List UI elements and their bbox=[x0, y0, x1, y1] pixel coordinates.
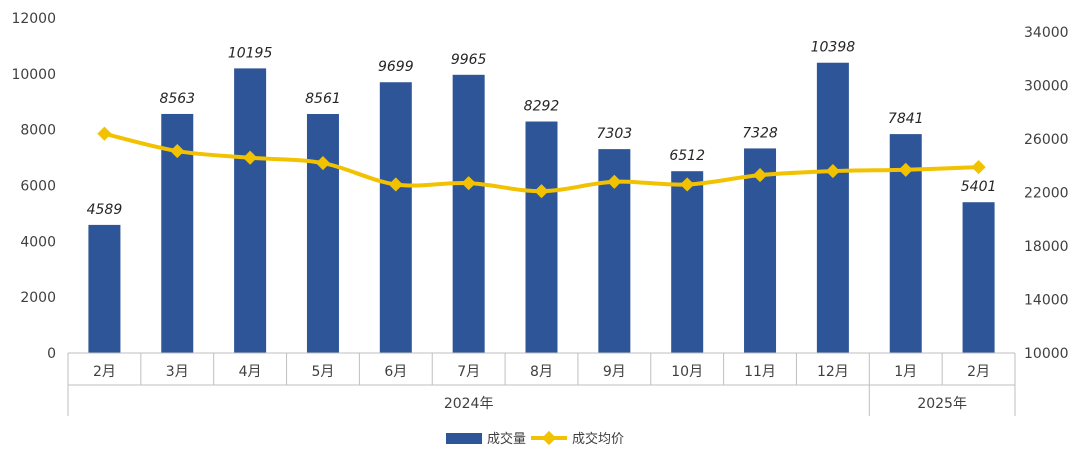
left-tick-label: 6000 bbox=[20, 179, 56, 195]
bar bbox=[88, 224, 121, 353]
x-tick-label: 10月 bbox=[671, 364, 703, 380]
x-tick-label: 1月 bbox=[894, 364, 917, 380]
left-tick-label: 0 bbox=[47, 346, 56, 362]
x-tick-label: 2月 bbox=[967, 364, 990, 380]
bar-value-label: 9699 bbox=[378, 59, 414, 75]
x-group-label: 2025年 bbox=[917, 396, 967, 412]
right-tick-label: 18000 bbox=[1024, 239, 1069, 255]
legend-bar-swatch bbox=[446, 433, 482, 444]
category-axis: 2月 3月 4月 5月 6月 7月 8月 9月 10月 11月 12月 1月 2月 2024年 2025年 bbox=[67, 352, 1016, 416]
left-tick-label: 8000 bbox=[20, 123, 56, 139]
left-tick-label: 2000 bbox=[20, 290, 56, 306]
bar-value-label: 10398 bbox=[811, 40, 856, 56]
x-tick-label: 12月 bbox=[817, 364, 849, 380]
legend: 成交量 成交均价 bbox=[446, 430, 624, 447]
data-labels: 4589 8563 10195 8561 9699 9965 8292 7303 6512 732… bbox=[87, 40, 997, 218]
price-point-marker bbox=[97, 126, 112, 141]
bar bbox=[962, 202, 995, 353]
price-point-marker bbox=[170, 143, 185, 159]
bar-value-label: 10195 bbox=[228, 45, 273, 61]
price-point-marker bbox=[752, 168, 768, 183]
price-point-marker bbox=[315, 156, 331, 171]
bar-value-label: 8561 bbox=[305, 91, 341, 107]
price-line bbox=[97, 126, 986, 199]
price-point-marker bbox=[825, 164, 840, 179]
left-tick-label: 12000 bbox=[11, 11, 56, 27]
right-tick-label: 22000 bbox=[1024, 186, 1069, 202]
x-tick-label: 3月 bbox=[166, 364, 189, 380]
right-tick-label: 30000 bbox=[1024, 79, 1069, 95]
bar-value-label: 7328 bbox=[742, 125, 778, 141]
x-tick-label: 4月 bbox=[239, 364, 262, 380]
x-tick-label: 5月 bbox=[312, 364, 335, 380]
left-tick-label: 10000 bbox=[11, 67, 56, 83]
right-axis: 10000 14000 18000 22000 26000 30000 34000 bbox=[1024, 25, 1069, 362]
bar-value-label: 6512 bbox=[669, 148, 705, 164]
legend-line-marker bbox=[541, 430, 557, 446]
price-point-marker bbox=[243, 150, 258, 165]
x-tick-label: 7月 bbox=[457, 364, 480, 380]
right-tick-label: 14000 bbox=[1024, 293, 1069, 309]
bar bbox=[744, 148, 777, 353]
right-tick-label: 10000 bbox=[1024, 346, 1069, 362]
bar-value-label: 8292 bbox=[524, 99, 560, 115]
legend-line-label: 成交均价 bbox=[572, 431, 624, 447]
x-tick-label: 9月 bbox=[603, 364, 626, 380]
price-point-marker bbox=[607, 174, 622, 189]
price-point-marker bbox=[971, 160, 986, 175]
x-tick-label: 2月 bbox=[93, 364, 116, 380]
price-point-marker bbox=[680, 177, 695, 192]
legend-bar-label: 成交量 bbox=[487, 431, 526, 447]
left-axis: 0 2000 4000 6000 8000 10000 12000 bbox=[11, 11, 56, 362]
price-point-marker bbox=[388, 177, 403, 192]
price-point-marker bbox=[534, 184, 549, 199]
x-tick-label: 8月 bbox=[530, 364, 553, 380]
bar-value-label: 9965 bbox=[451, 52, 487, 68]
bar-value-label: 8563 bbox=[159, 91, 195, 107]
bar bbox=[306, 114, 339, 353]
left-tick-label: 4000 bbox=[20, 234, 56, 250]
x-tick-label: 11月 bbox=[744, 364, 776, 380]
x-tick-label: 6月 bbox=[384, 364, 407, 380]
bar bbox=[816, 62, 849, 353]
x-group-label: 2024年 bbox=[444, 396, 494, 412]
bar bbox=[234, 68, 267, 353]
bar-value-label: 7841 bbox=[888, 111, 924, 127]
right-tick-label: 34000 bbox=[1024, 25, 1069, 41]
right-tick-label: 26000 bbox=[1024, 132, 1069, 148]
price-point-marker bbox=[898, 162, 913, 177]
bar bbox=[452, 74, 485, 353]
bar-value-label: 5401 bbox=[961, 179, 997, 195]
bar-value-label: 4589 bbox=[87, 202, 123, 218]
price-point-marker bbox=[461, 176, 476, 191]
bar bbox=[671, 171, 704, 353]
bar bbox=[379, 82, 412, 353]
bar-value-label: 7303 bbox=[597, 126, 633, 142]
bar bbox=[525, 121, 558, 353]
